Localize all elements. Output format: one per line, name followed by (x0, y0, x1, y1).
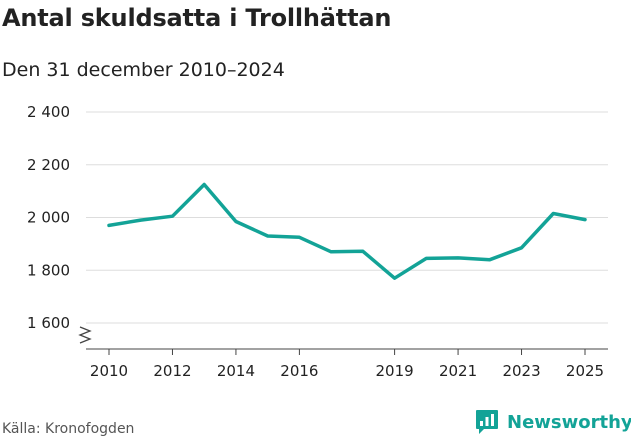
axis-break-icon (78, 326, 92, 344)
x-tick-label: 2010 (90, 362, 128, 380)
y-tick-label: 2 000 (27, 209, 70, 227)
axis-break-zigzag (78, 326, 92, 344)
y-tick-label: 2 200 (27, 156, 70, 174)
brand-name: Newsworthy (507, 411, 631, 433)
x-tick-label: 2016 (280, 362, 318, 380)
grid-lines (86, 111, 608, 324)
x-tick-label: 2019 (376, 362, 414, 380)
x-axis-ticks: 2010 2012 2014 2016 2019 2021 2023 2025 (90, 349, 604, 380)
chart-subtitle: Den 31 december 2010–2024 (2, 59, 285, 81)
x-tick-label: 2025 (566, 362, 604, 380)
newsworthy-logo-icon (476, 410, 498, 434)
y-tick-label: 2 400 (27, 103, 70, 121)
series-lines (107, 182, 587, 280)
brand-logo: Newsworthy (475, 406, 631, 438)
series-line (107, 182, 587, 280)
x-tick-label: 2012 (153, 362, 191, 380)
y-tick-label: 1 800 (27, 261, 70, 279)
x-tick-label: 2023 (502, 362, 540, 380)
x-tick-label: 2014 (217, 362, 255, 380)
chart-title: Antal skuldsatta i Trollhättan (2, 4, 392, 32)
source-note: Källa: Kronofogden (2, 421, 135, 437)
x-tick-label: 2021 (439, 362, 477, 380)
y-tick-label: 1 600 (27, 314, 70, 332)
y-axis-tick-labels: 1 600 1 800 2 000 2 200 2 400 (27, 103, 70, 332)
